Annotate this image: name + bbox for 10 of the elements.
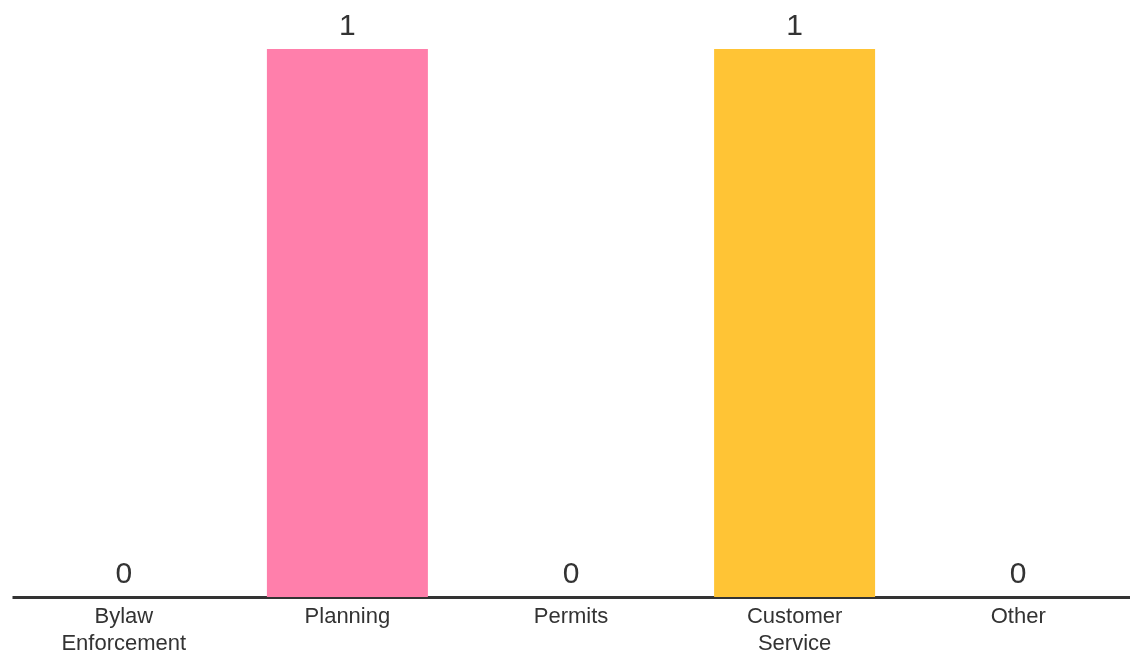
x-tick-label: Other xyxy=(990,602,1046,628)
x-tick-label: Customer Service xyxy=(746,602,843,655)
data-label: 0 xyxy=(115,556,133,589)
data-label: 1 xyxy=(786,8,803,41)
x-tick-label: Bylaw Enforcement xyxy=(61,602,187,655)
x-tick-label: Planning xyxy=(304,602,391,628)
data-label: 0 xyxy=(562,556,580,589)
data-label: 0 xyxy=(1009,556,1027,589)
data-label: 1 xyxy=(339,8,356,41)
x-tick-label: Permits xyxy=(533,602,609,628)
